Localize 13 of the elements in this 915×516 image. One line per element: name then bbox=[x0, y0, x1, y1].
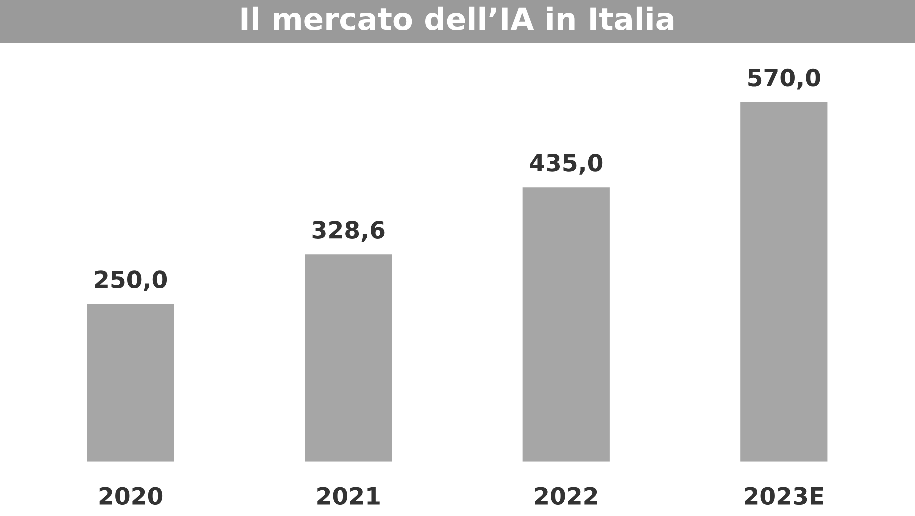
data-label: 570,0 bbox=[748, 68, 820, 90]
chart-title: Il mercato dell’IA in Italia bbox=[242, 6, 674, 31]
x-tick-label: 2021 bbox=[318, 487, 380, 506]
x-tick-label: 2020 bbox=[100, 487, 163, 506]
x-tick-label: 2023E bbox=[745, 487, 824, 506]
x-tick-label: 2022 bbox=[535, 487, 598, 506]
bar bbox=[87, 304, 174, 462]
data-label: 250,0 bbox=[95, 270, 168, 292]
bar bbox=[522, 188, 610, 462]
bar bbox=[740, 102, 828, 462]
data-label: 328,6 bbox=[312, 221, 385, 242]
bar bbox=[305, 254, 392, 462]
data-label: 435,0 bbox=[530, 154, 603, 175]
